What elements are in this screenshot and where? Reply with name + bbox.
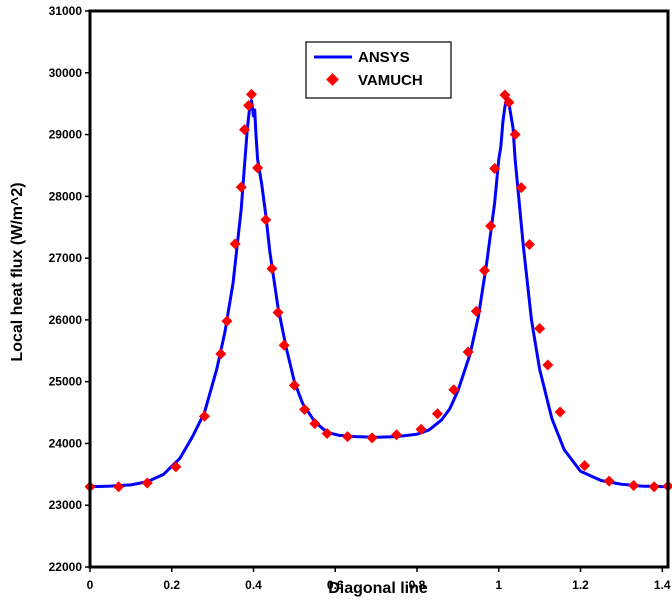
legend-swatch-vamuch <box>326 73 339 86</box>
vamuch-point <box>470 305 482 317</box>
vamuch-point <box>299 403 311 415</box>
y-tick-label: 30000 <box>49 66 83 80</box>
vamuch-point <box>260 214 272 226</box>
vamuch-point <box>579 460 591 472</box>
legend-label-ansys: ANSYS <box>358 49 410 66</box>
y-axis-ticks: 22000 23000 24000 25000 26000 27000 28000 29000… <box>49 4 90 574</box>
y-tick-label: 31000 <box>49 4 83 18</box>
vamuch-point <box>509 129 521 141</box>
x-axis-ticks: 0 0.2 0.4 0.6 0.8 1 1.2 1.4 <box>87 567 671 592</box>
vamuch-point <box>462 346 474 358</box>
vamuch-point <box>113 481 125 493</box>
x-tick-label: 0.4 <box>245 578 262 592</box>
vamuch-point <box>309 418 321 430</box>
y-axis-title: Local heat flux (W/m^2) <box>9 182 26 361</box>
vamuch-point <box>478 264 490 276</box>
vamuch-point <box>448 384 460 396</box>
vamuch-point <box>239 124 251 136</box>
vamuch-point <box>288 379 300 391</box>
vamuch-point <box>628 479 640 491</box>
x-tick-label: 0.6 <box>327 578 344 592</box>
x-tick-label: 0.2 <box>163 578 180 592</box>
x-tick-label: 1.4 <box>654 578 671 592</box>
vamuch-point <box>342 431 354 443</box>
vamuch-point <box>221 315 233 327</box>
vamuch-point <box>485 220 497 232</box>
vamuch-point <box>235 181 247 193</box>
vamuch-point <box>503 96 515 108</box>
vamuch-point <box>366 432 378 444</box>
x-tick-label: 1.2 <box>572 578 589 592</box>
legend: ANSYS VAMUCH <box>305 41 452 99</box>
plot-frame <box>88 9 670 569</box>
x-tick-label: 0.8 <box>409 578 426 592</box>
y-tick-label: 22000 <box>49 560 83 574</box>
series-markers-vamuch <box>84 88 672 493</box>
series-line-ansys <box>89 95 669 489</box>
y-tick-label: 23000 <box>49 498 83 512</box>
vamuch-point <box>266 263 278 275</box>
y-tick-label: 25000 <box>49 375 83 389</box>
vamuch-point <box>534 323 546 335</box>
y-tick-label: 29000 <box>49 128 83 142</box>
vamuch-point <box>229 238 241 250</box>
y-tick-label: 24000 <box>49 436 83 450</box>
x-axis-title: Diagonal line <box>328 580 428 597</box>
vamuch-point <box>515 182 527 194</box>
y-tick-label: 28000 <box>49 189 83 203</box>
vamuch-point <box>245 88 257 100</box>
vamuch-point <box>198 410 210 422</box>
plot-content <box>84 88 672 493</box>
vamuch-point <box>523 239 535 251</box>
vamuch-point <box>554 406 566 418</box>
vamuch-point <box>141 477 153 489</box>
vamuch-point <box>648 481 660 493</box>
vamuch-point <box>431 408 443 420</box>
vamuch-point <box>272 306 284 318</box>
vamuch-point <box>542 359 554 371</box>
x-tick-label: 1 <box>495 578 502 592</box>
vamuch-point <box>603 475 615 487</box>
x-tick-label: 0 <box>87 578 94 592</box>
vamuch-point <box>243 100 255 112</box>
vamuch-point <box>499 89 511 101</box>
vamuch-point <box>489 163 501 175</box>
vamuch-point <box>321 428 333 440</box>
vamuch-point <box>252 162 264 174</box>
vamuch-point <box>391 429 403 441</box>
y-tick-label: 26000 <box>49 313 83 327</box>
vamuch-point <box>278 339 290 351</box>
y-tick-label: 27000 <box>49 251 83 265</box>
legend-box <box>305 41 452 99</box>
vamuch-point <box>215 348 227 360</box>
vamuch-point <box>170 461 182 473</box>
legend-label-vamuch: VAMUCH <box>358 72 423 89</box>
vamuch-point <box>415 423 427 435</box>
